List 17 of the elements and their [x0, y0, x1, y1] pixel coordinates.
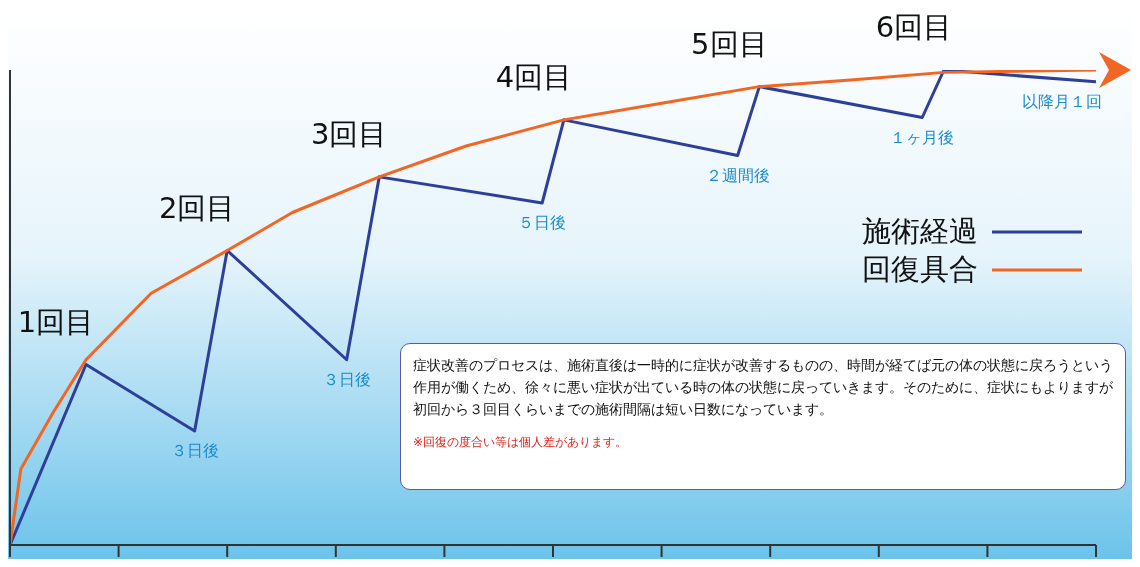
- annotation: 4回目: [494, 58, 574, 96]
- annotation: ５日後: [517, 213, 568, 234]
- annotation: ３日後: [169, 441, 220, 462]
- annotation: 2回目: [157, 189, 237, 227]
- annotation: 症状改善のプロセスは、施術直後は一時的に症状が改善するものの、時間が経てば元の体の状態に戻ろうという作用が働くため、徐々に悪い症状が出ている時の体の状態に戻っていきます。そのために、症状にもよりますが初回から３回目くらいまでの施術間隔は短い日数になっています。: [413, 356, 1113, 419]
- annotation: 以降月１回: [1021, 91, 1103, 113]
- annotation: 3回目: [310, 115, 389, 153]
- annotation: ※回復の度合い等は個人差があります。: [413, 434, 629, 450]
- text: 5回目: [690, 25, 769, 63]
- legend-label: 回復具合: [862, 251, 978, 288]
- annotation: １ヶ月後: [889, 127, 956, 149]
- legend-label: 施術経過: [862, 213, 978, 250]
- annotation: 1回目: [16, 303, 96, 341]
- text-box: 症状改善のプロセスは、施術直後は一時的に症状が改善するものの、時間が経てば元の体の状態に戻ろうという作用が働くため、徐々に悪い症状が出ている時の体の状態に戻っていきます。そのために、症状にもよりますが初回から３回目くらいまでの施術間隔は短い日数になっています。 ※回復の度合い等は個人差があります。: [400, 343, 1126, 490]
- text: 6回目: [874, 9, 954, 46]
- annotation: ２週間後: [704, 165, 771, 187]
- annotation: ３日後: [321, 369, 372, 391]
